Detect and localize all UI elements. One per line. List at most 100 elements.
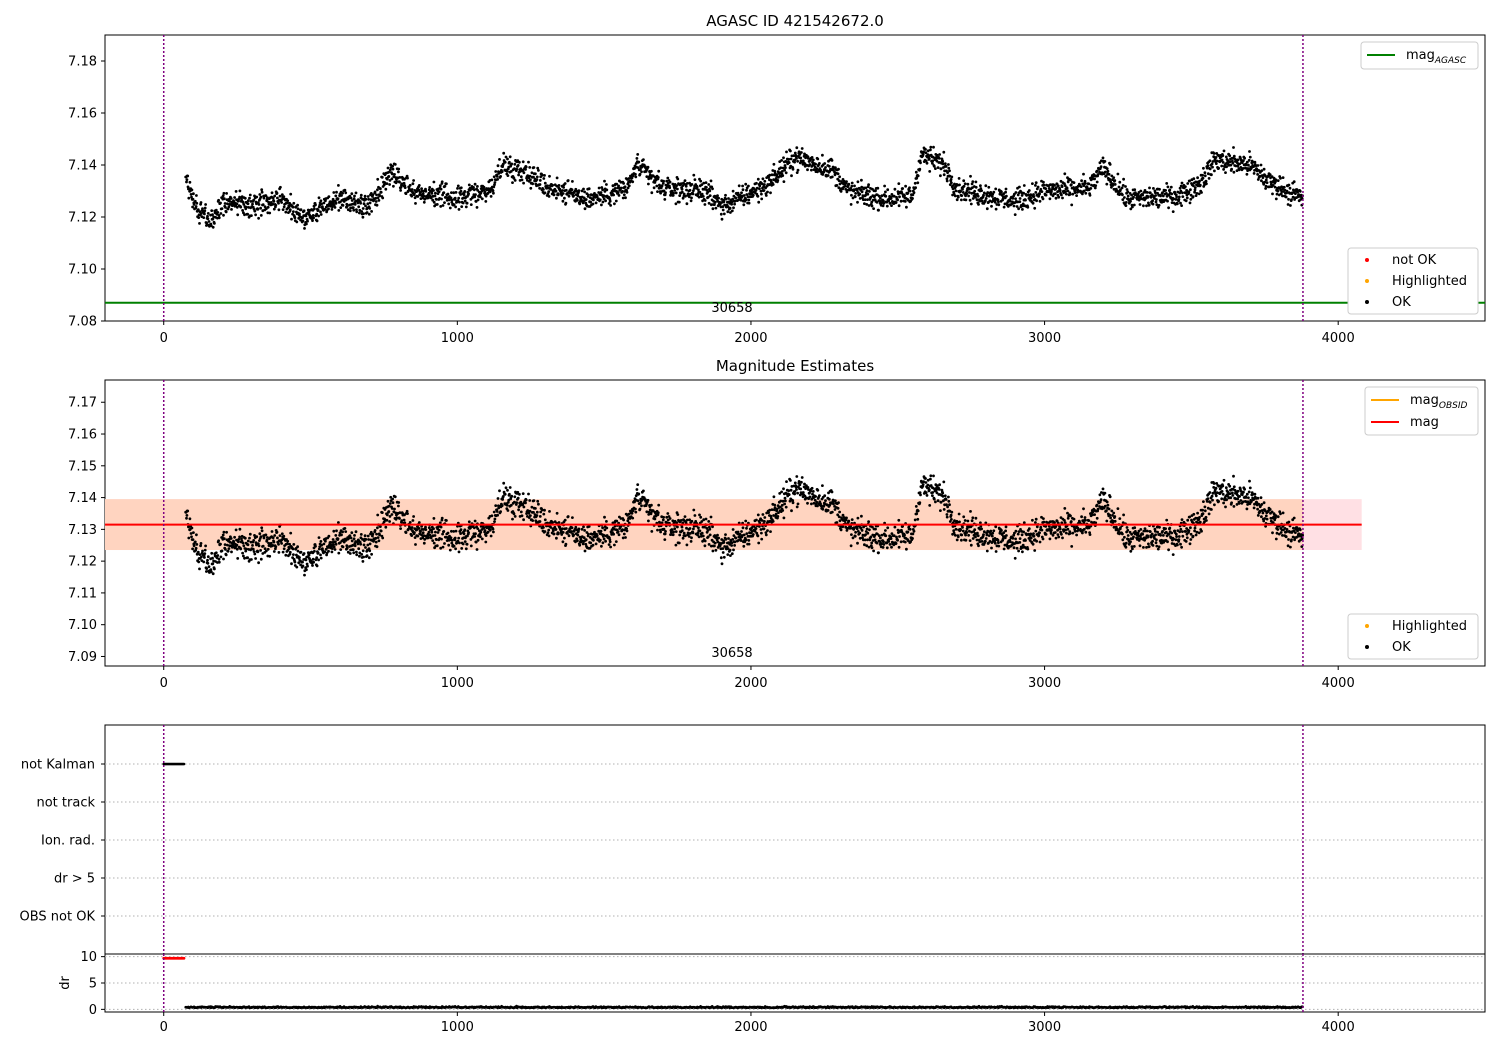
- ok-point: [223, 537, 226, 540]
- ok-point: [563, 537, 566, 540]
- ok-point: [1073, 181, 1076, 184]
- ok-point: [1151, 199, 1154, 202]
- ok-point: [507, 509, 510, 512]
- ok-point: [434, 531, 437, 534]
- ok-point: [781, 509, 784, 512]
- ok-point: [1248, 159, 1251, 162]
- ok-point: [411, 188, 414, 191]
- ok-point: [225, 192, 228, 195]
- ok-point: [1167, 206, 1170, 209]
- ok-point: [335, 202, 338, 205]
- ok-point: [943, 508, 946, 511]
- ok-point: [715, 549, 718, 552]
- ok-point: [882, 204, 885, 207]
- ok-point: [895, 201, 898, 204]
- ok-point: [354, 203, 357, 206]
- ok-point: [253, 210, 256, 213]
- ok-point: [780, 491, 783, 494]
- ok-point: [662, 516, 665, 519]
- ok-point: [576, 199, 579, 202]
- ok-point: [450, 536, 453, 539]
- ok-point: [760, 190, 763, 193]
- ok-point: [551, 521, 554, 524]
- y-tick-label: 7.08: [68, 315, 97, 330]
- ok-point: [818, 494, 821, 497]
- ok-point: [898, 535, 901, 538]
- ok-point: [714, 201, 717, 204]
- ok-point: [369, 543, 372, 546]
- ok-point: [699, 530, 702, 533]
- ok-point: [919, 161, 922, 164]
- ok-point: [474, 193, 477, 196]
- ok-point: [1139, 190, 1142, 193]
- ok-point: [603, 538, 606, 541]
- ok-point: [747, 199, 750, 202]
- ok-point: [1105, 183, 1108, 186]
- ok-point: [604, 540, 607, 543]
- ok-point: [792, 501, 795, 504]
- ok-point: [224, 548, 227, 551]
- ok-point: [350, 192, 353, 195]
- ok-point: [492, 192, 495, 195]
- ok-point: [210, 552, 213, 555]
- ok-point: [806, 168, 809, 171]
- ok-point: [186, 514, 189, 517]
- ok-point: [647, 499, 650, 502]
- ok-point: [542, 513, 545, 516]
- ok-point: [1080, 185, 1083, 188]
- ok-point: [387, 167, 390, 170]
- ok-point: [1033, 207, 1036, 210]
- ok-point: [883, 185, 886, 188]
- ok-point: [1263, 168, 1266, 171]
- ok-point: [824, 499, 827, 502]
- ok-point: [1075, 194, 1078, 197]
- ok-point: [236, 213, 239, 216]
- ok-point: [247, 543, 250, 546]
- ok-point: [782, 156, 785, 159]
- ok-point: [484, 200, 487, 203]
- ok-point: [669, 181, 672, 184]
- ok-point: [609, 200, 612, 203]
- ok-point: [494, 170, 497, 173]
- ok-point: [440, 538, 443, 541]
- ok-point: [716, 194, 719, 197]
- ok-point: [712, 550, 715, 553]
- ok-point: [745, 527, 748, 530]
- ok-point: [391, 513, 394, 516]
- ok-point: [837, 168, 840, 171]
- ok-point: [528, 499, 531, 502]
- ok-point: [567, 515, 570, 518]
- ok-point: [1158, 204, 1161, 207]
- ok-point: [430, 537, 433, 540]
- ok-point: [1107, 170, 1110, 173]
- ok-point: [673, 189, 676, 192]
- ok-point: [1271, 193, 1274, 196]
- ok-point: [840, 190, 843, 193]
- ok-point: [963, 185, 966, 188]
- ok-point: [709, 194, 712, 197]
- ok-point: [1209, 159, 1212, 162]
- ok-point: [414, 543, 417, 546]
- ok-point: [1035, 181, 1038, 184]
- ok-point: [650, 512, 653, 515]
- ok-point: [831, 491, 834, 494]
- x-tick-label: 3000: [1028, 331, 1061, 346]
- ok-point: [370, 553, 373, 556]
- ok-point: [416, 535, 419, 538]
- ok-point: [1181, 191, 1184, 194]
- ok-point: [208, 220, 211, 223]
- ok-point: [969, 199, 972, 202]
- ok-point: [433, 201, 436, 204]
- ok-point: [639, 508, 642, 511]
- ok-point: [721, 547, 724, 550]
- ok-point: [557, 193, 560, 196]
- ok-point: [883, 543, 886, 546]
- ok-point: [458, 201, 461, 204]
- ok-point: [403, 519, 406, 522]
- ok-point: [1170, 186, 1173, 189]
- ok-point: [762, 177, 765, 180]
- ok-point: [464, 540, 467, 543]
- ok-point: [681, 529, 684, 532]
- ok-point: [257, 550, 260, 553]
- ok-point: [371, 533, 374, 536]
